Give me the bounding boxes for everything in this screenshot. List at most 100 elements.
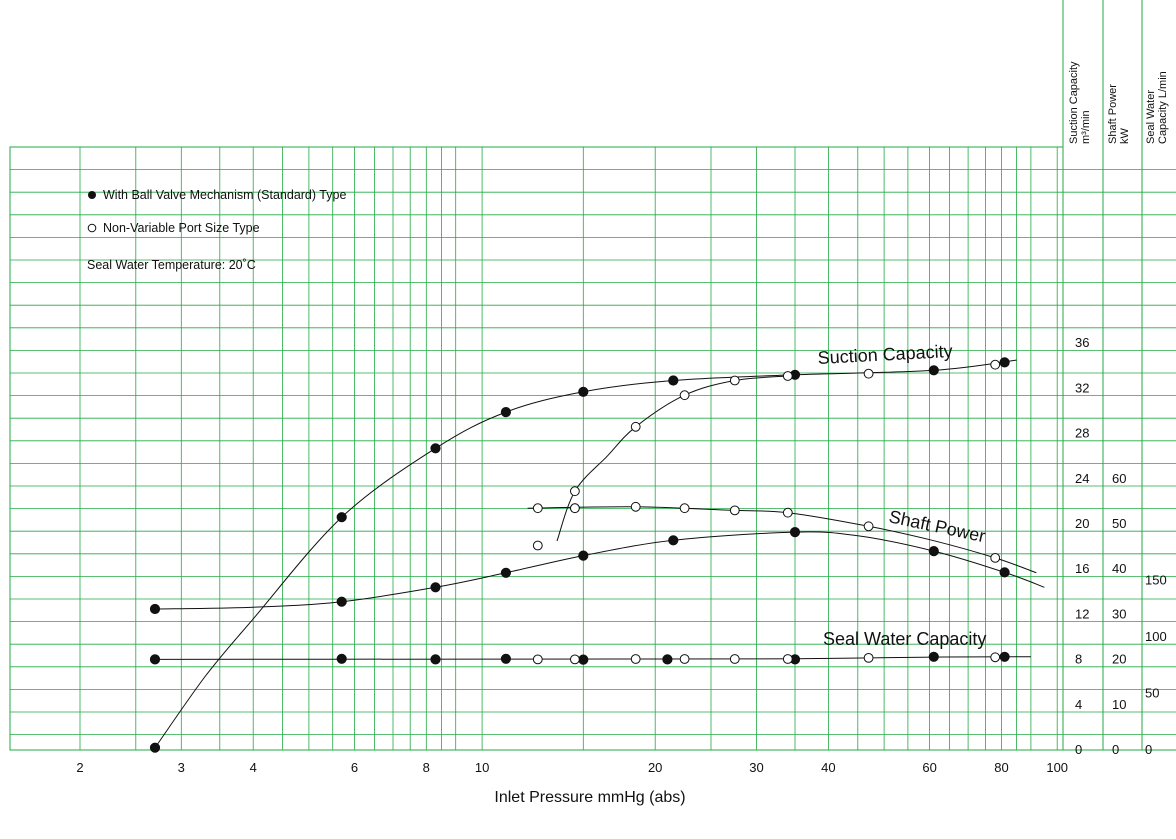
fit-curve (154, 531, 1045, 610)
data-point-open (782, 654, 793, 664)
y-tick-label: 0 (1112, 742, 1119, 757)
axis-header: kW (1119, 128, 1131, 145)
y-tick-label: 60 (1112, 471, 1126, 486)
y-tick-label: 40 (1112, 561, 1126, 576)
y-tick-label: 100 (1145, 629, 1167, 644)
data-point-filled (999, 651, 1010, 662)
x-tick-label: 4 (250, 760, 257, 775)
data-point-filled (928, 546, 939, 557)
y-tick-label: 4 (1075, 697, 1082, 712)
data-point-open (630, 501, 641, 512)
axis-header: m³/min (1080, 110, 1092, 144)
data-point-open (863, 368, 874, 379)
data-point-filled (500, 407, 511, 418)
data-point-open (679, 654, 690, 664)
legend-marker-filled (88, 191, 96, 199)
data-point-filled (578, 550, 589, 561)
data-point-filled (668, 375, 679, 386)
curve-labels: Suction Capacity Shaft Power Seal Water Ca… (817, 341, 987, 649)
y-tick-label: 8 (1075, 652, 1082, 667)
data-point-filled (336, 596, 347, 607)
data-point-filled (500, 567, 511, 578)
x-tick-label: 60 (922, 760, 936, 775)
data-point-open (570, 503, 580, 514)
legend-note: Seal Water Temperature: 20˚C (87, 258, 256, 272)
grid (9, 0, 1176, 751)
y-tick-label: 24 (1075, 471, 1089, 486)
data-point-open (532, 654, 543, 665)
y-tick-label: 32 (1075, 380, 1089, 395)
data-point-open (679, 390, 690, 401)
x-tick-label: 2 (76, 760, 83, 775)
y-tick-label: 36 (1075, 335, 1089, 350)
legend-item-label: With Ball Valve Mechanism (Standard) Typ… (103, 188, 346, 202)
curve-label: Suction Capacity (817, 341, 953, 368)
y-tick-label: 30 (1112, 606, 1126, 621)
data-point-filled (999, 357, 1010, 368)
data-point-open (570, 486, 580, 497)
data-point-filled (928, 651, 939, 662)
axis-header: Capacity L/min (1157, 71, 1169, 144)
y-tick-label: 0 (1075, 742, 1082, 757)
data-point-filled (578, 386, 589, 397)
data-point-filled (149, 654, 161, 665)
y-tick-label: 16 (1075, 561, 1089, 576)
legend-item-label: Non-Variable Port Size Type (103, 221, 260, 235)
y-tick-label: 20 (1112, 652, 1126, 667)
fit-curve (154, 656, 1031, 660)
curve-label: Shaft Power (887, 506, 987, 546)
legend-marker-open (87, 223, 97, 233)
x-tick-label: 6 (351, 760, 358, 775)
y-tick-label: 20 (1075, 516, 1089, 531)
y-tick-label: 0 (1145, 742, 1152, 757)
x-axis-label: Inlet Pressure mmHg (abs) (494, 789, 685, 806)
legend: With Ball Valve Mechanism (Standard) Typ… (87, 188, 346, 272)
data-point-open (990, 359, 1001, 370)
y-tick-label: 12 (1075, 606, 1089, 621)
data-point-open (630, 421, 641, 432)
data-point-open (729, 654, 740, 664)
curve-label: Seal Water Capacity (823, 629, 986, 649)
data-point-filled (578, 654, 589, 665)
data-point-filled (668, 535, 679, 546)
data-point-filled (928, 365, 939, 376)
x-tick-label: 3 (178, 760, 185, 775)
axis-header: Seal Water (1145, 90, 1157, 144)
data-point-filled (430, 654, 441, 665)
data-point-open (532, 503, 543, 514)
y-tick-label: 50 (1112, 516, 1126, 531)
x-tick-label: 100 (1046, 760, 1068, 775)
data-point-open (570, 654, 580, 665)
data-point-open (532, 540, 543, 551)
data-point-filled (789, 527, 801, 538)
axis-header: Suction Capacity (1068, 61, 1080, 144)
data-point-open (729, 375, 740, 386)
y-tick-label: 28 (1075, 426, 1089, 441)
y-tick-label: 50 (1145, 686, 1159, 701)
data-point-filled (336, 512, 347, 523)
x-tick-label: 10 (475, 760, 489, 775)
axis-header: Shaft Power (1107, 84, 1119, 144)
y-tick-label: 10 (1112, 697, 1126, 712)
axis-headers: Suction Capacity m³/min Shaft Power kW Seal … (1068, 61, 1169, 144)
data-point-filled (149, 742, 161, 753)
data-point-filled (500, 653, 511, 664)
fit-curve (556, 375, 788, 542)
data-point-open (990, 553, 1001, 563)
data-point-open (863, 521, 874, 532)
data-point-open (863, 653, 874, 663)
data-point-open (782, 507, 793, 518)
y-tick-label: 150 (1145, 573, 1167, 588)
data-point-filled (149, 603, 161, 615)
data-point-filled (999, 567, 1010, 578)
tick-labels: 2 3 4 6 8 10 20 30 40 60 80 10004812162024283236010… (76, 335, 1166, 775)
data-point-open (630, 654, 641, 664)
data-point-filled (430, 443, 441, 454)
x-tick-label: 8 (423, 760, 430, 775)
data-point-open (782, 371, 793, 381)
data-point-filled (430, 582, 441, 593)
data-points (149, 357, 1010, 753)
data-point-filled (336, 653, 347, 664)
